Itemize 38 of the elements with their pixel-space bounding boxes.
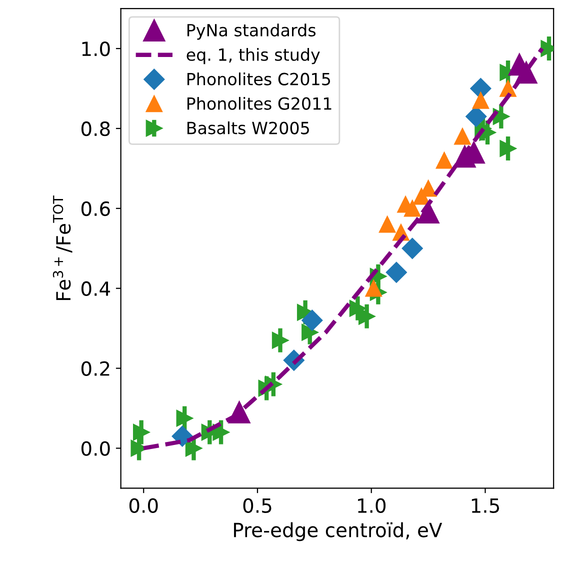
y-tick-label: 0.4 [81,281,110,296]
legend-label: PyNa standards [187,24,316,40]
point [272,332,289,349]
point [378,216,396,233]
point [302,324,318,341]
point [302,310,323,331]
point [349,300,366,317]
point [454,128,471,145]
y-tick-label: 0.8 [81,121,110,136]
x-tick-label: 1.5 [472,498,500,513]
point [358,308,376,325]
point [417,201,440,224]
point [176,410,193,427]
point [515,61,538,84]
legend-label: Phonolites C2015 [187,72,330,86]
point [436,152,453,169]
x-tick-label: 0.0 [129,498,158,513]
y-tick-label: 0.6 [81,201,110,216]
y-tick-label: 1.0 [82,41,110,56]
point [132,424,150,441]
point [386,262,407,283]
point [404,200,421,217]
legend-label: Basalts W2005 [187,121,309,134]
x-axis-title: Pre-edge centroïd, eV [234,522,442,542]
legend-label: Phonolites G2011 [187,96,332,110]
point [185,440,202,457]
x-tick-label: 1.0 [358,498,386,513]
point [172,426,193,447]
point [500,140,516,157]
y-tick-label: 0.2 [81,361,110,376]
x-tick-label: 0.5 [243,498,272,513]
y-axis-title: Fe$^{3+}$/Fe$^{TOT}$ [52,195,72,300]
legend-label: eq. 1, this study [186,48,320,64]
point [472,92,490,109]
point [228,401,250,424]
point [402,238,423,259]
y-tick-label: 0.0 [81,441,110,456]
point [365,280,382,297]
